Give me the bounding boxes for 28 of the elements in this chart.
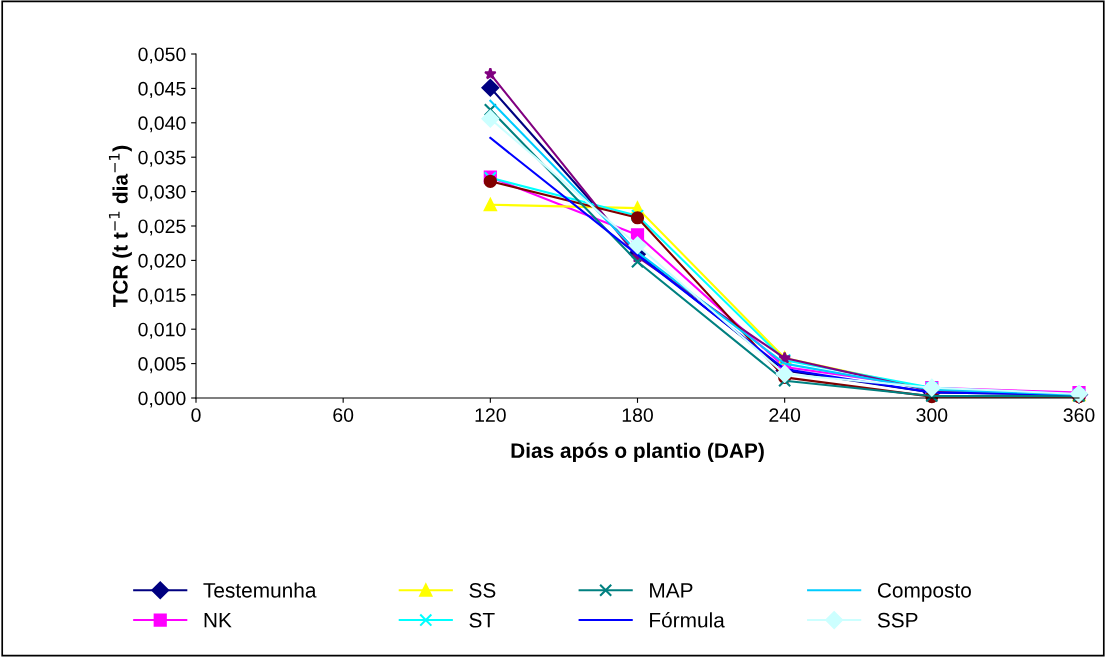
x-tick-label: 60 xyxy=(333,408,354,422)
y-tick-label: 0,030 xyxy=(138,185,186,202)
x-tick-label: 360 xyxy=(1063,408,1095,422)
legend-label: Composto xyxy=(877,582,971,602)
x-tick-label: 300 xyxy=(916,408,948,422)
legend-label: SS xyxy=(469,582,496,598)
legend-label: SSP xyxy=(877,612,918,628)
y-tick-label: 0,025 xyxy=(138,219,186,236)
y-tick-label: 0,020 xyxy=(138,253,186,270)
x-tick-label: 240 xyxy=(769,408,801,422)
y-tick-label: 0,040 xyxy=(138,116,186,133)
y-tick-label: 0,045 xyxy=(138,81,186,98)
y-tick-label: 0,015 xyxy=(138,288,186,305)
x-tick-label: 180 xyxy=(622,408,653,422)
x-tick-label: 120 xyxy=(475,408,506,422)
legend-label: Testemunha xyxy=(203,582,317,598)
x-axis-title: Dias após o plantio (DAP) xyxy=(511,442,764,463)
legend-label: MAP xyxy=(650,583,693,598)
y-axis-title: TCR (t t$^{−1}$ dia$^{−1}$) xyxy=(108,145,132,308)
y-tick-label: 0,005 xyxy=(138,357,186,374)
y-tick-label: 0,000 xyxy=(138,391,186,408)
legend-label: Fórmula xyxy=(650,612,725,628)
legend-label: ST xyxy=(469,612,495,628)
y-tick-label: 0,050 xyxy=(138,47,186,64)
y-tick-label: 0,035 xyxy=(138,150,186,167)
x-tick-label: 0 xyxy=(191,408,201,422)
legend-label: NK xyxy=(204,613,232,628)
y-tick-label: 0,010 xyxy=(138,322,186,339)
